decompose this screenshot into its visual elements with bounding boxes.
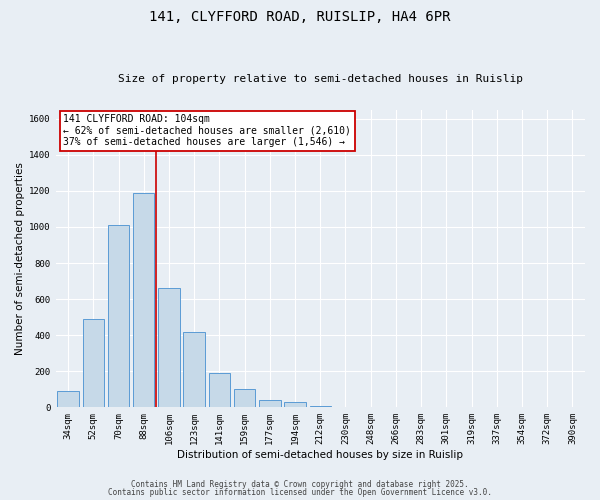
Text: 141 CLYFFORD ROAD: 104sqm
← 62% of semi-detached houses are smaller (2,610)
37% : 141 CLYFFORD ROAD: 104sqm ← 62% of semi-… (64, 114, 352, 148)
X-axis label: Distribution of semi-detached houses by size in Ruislip: Distribution of semi-detached houses by … (177, 450, 463, 460)
Bar (133, 192, 154, 408)
Bar (284, 402, 306, 407)
Title: Size of property relative to semi-detached houses in Ruislip: Size of property relative to semi-detach… (118, 74, 523, 84)
Y-axis label: Number of semi-detached properties: Number of semi-detached properties (15, 162, 25, 355)
Text: Contains public sector information licensed under the Open Government Licence v3: Contains public sector information licen… (108, 488, 492, 497)
Bar (158, 288, 180, 408)
Text: Contains HM Land Registry data © Crown copyright and database right 2025.: Contains HM Land Registry data © Crown c… (131, 480, 469, 489)
Bar (209, 373, 230, 408)
Bar (83, 319, 104, 408)
Bar (310, 406, 331, 407)
Bar (259, 400, 281, 407)
Bar (58, 391, 79, 407)
Bar (234, 390, 256, 407)
Text: 141, CLYFFORD ROAD, RUISLIP, HA4 6PR: 141, CLYFFORD ROAD, RUISLIP, HA4 6PR (149, 10, 451, 24)
Bar (108, 225, 129, 408)
Bar (184, 332, 205, 407)
